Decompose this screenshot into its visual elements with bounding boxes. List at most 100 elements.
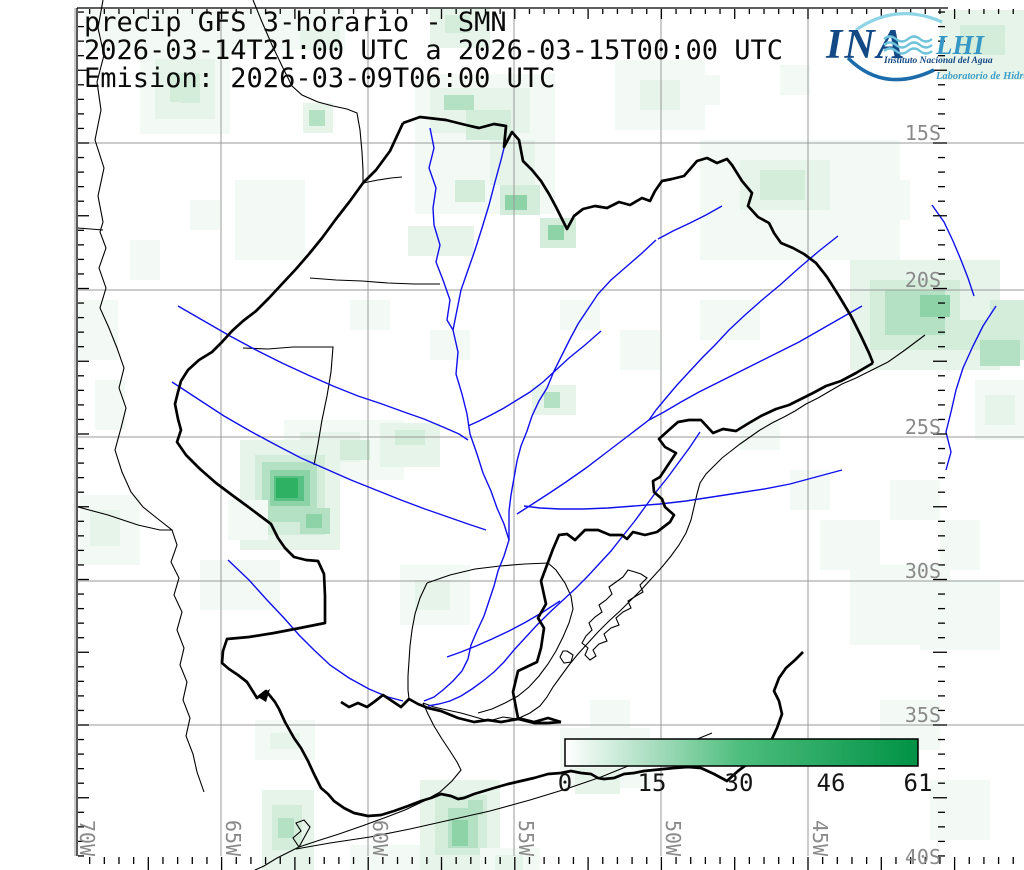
lon-label: 60W (368, 820, 392, 857)
political-borders-coastline (77, 0, 926, 870)
colorbar-tick-label: 0 (558, 769, 572, 797)
lon-label: 65W (221, 820, 245, 857)
precip-cell (452, 820, 468, 846)
river-path (523, 469, 843, 510)
border-path (242, 346, 334, 466)
logo-unit-acronym: LHI (935, 30, 985, 60)
precip-cell (505, 195, 527, 210)
lat-label: 30S (905, 559, 941, 583)
precip-cell (190, 200, 220, 230)
axis-labels: 15S 20S 25S 30S 35S 40S 70W 65W 60W 55W 50W 45W (75, 121, 941, 869)
precip-cell (468, 800, 483, 815)
logo-unit-fullname: Laboratorio de Hidrología (935, 71, 1024, 82)
border-path (94, 0, 205, 793)
river-path (227, 559, 404, 702)
precip-cell (640, 80, 680, 110)
border-path (77, 506, 172, 531)
precip-cell (90, 510, 120, 546)
colorbar-gradient (564, 738, 919, 767)
river-path (648, 235, 839, 421)
ina-logo: INA LHI Instituto Nacional del Agua Labo… (825, 12, 1024, 82)
precip-cell (548, 225, 564, 240)
precip-cell (300, 30, 340, 50)
plot-frame-ticks (76, 7, 1014, 870)
lat-label: 35S (905, 703, 941, 727)
border-path (422, 334, 926, 722)
precip-cell (985, 395, 1015, 425)
boundary-arrow-icon (258, 689, 270, 702)
border-path (309, 277, 440, 285)
basin-boundary-path (511, 361, 874, 724)
basin-boundary (173, 115, 875, 818)
river-path (452, 139, 507, 331)
precip-cell (430, 330, 470, 360)
precip-cell (170, 73, 200, 103)
precip-cell (620, 330, 660, 370)
border-path (407, 582, 428, 700)
river-path (516, 305, 863, 515)
basin-boundary-path (173, 122, 804, 818)
logo-bottom-arc-icon (846, 56, 935, 82)
precip-cell (780, 65, 810, 95)
forecast-valid-period: 2026-03-14T21:00 UTC a 2026-03-15T00:00 … (84, 35, 783, 66)
river-path (423, 224, 510, 702)
precip-cell (235, 180, 305, 260)
river-path (945, 305, 997, 471)
precip-cell (95, 380, 125, 430)
lon-label: 55W (514, 820, 538, 857)
precip-cell (78, 300, 118, 360)
border-path (77, 227, 104, 231)
precip-cell (960, 25, 1005, 55)
border-path (426, 562, 574, 714)
logo-top-arc-icon (855, 12, 943, 32)
svg-text:55W: 55W (514, 820, 538, 857)
precip-cell (590, 700, 630, 736)
border-path (254, 702, 462, 870)
map-title: precip GFS 3-horario - SMN (84, 7, 507, 38)
border-path (252, 0, 403, 184)
basin-boundary-path (402, 115, 875, 364)
precip-cell (445, 15, 470, 33)
precip-cell (276, 478, 298, 498)
precip-cell (790, 470, 830, 510)
precip-cell (130, 240, 160, 280)
precip-cell (980, 340, 1020, 366)
precip-cell (680, 75, 720, 105)
precip-cell (415, 580, 450, 610)
precip-colorbar: 0 15 30 46 61 (558, 738, 933, 797)
precip-cell (930, 780, 990, 840)
colorbar-tick-label: 61 (904, 769, 933, 797)
precip-cell (309, 110, 325, 126)
logo-org-fullname: Instituto Nacional del Agua (883, 56, 993, 66)
svg-text:60W: 60W (368, 820, 392, 857)
basin-boundary-path (340, 693, 562, 725)
precip-cell (940, 520, 980, 570)
precip-cell (920, 580, 1000, 650)
precip-cell (820, 520, 880, 570)
precip-cell (700, 300, 760, 340)
precip-cell (560, 300, 600, 330)
svg-text:50W: 50W (661, 820, 685, 857)
lon-label: 45W (808, 820, 832, 857)
precip-cell (306, 514, 322, 528)
precip-cell (161, 102, 181, 117)
precip-cell (544, 392, 560, 408)
river-path (171, 381, 487, 531)
svg-text:70W: 70W (75, 820, 99, 857)
precip-cell (760, 170, 805, 200)
precip-cell (200, 560, 280, 610)
lat-label: 20S (905, 268, 941, 292)
river-path (508, 239, 657, 540)
svg-text:45W: 45W (808, 820, 832, 857)
river-network (171, 127, 997, 707)
lon-label: 50W (661, 820, 685, 857)
precip-cell (278, 818, 294, 838)
graticule-gridlines (74, 8, 1024, 856)
precip-cell (490, 140, 535, 185)
precip-cell (350, 300, 390, 330)
border-path (559, 650, 574, 664)
colorbar-tick-label: 46 (817, 769, 846, 797)
logo-org-acronym: INA (825, 22, 907, 68)
colorbar-tick-label: 30 (725, 769, 754, 797)
